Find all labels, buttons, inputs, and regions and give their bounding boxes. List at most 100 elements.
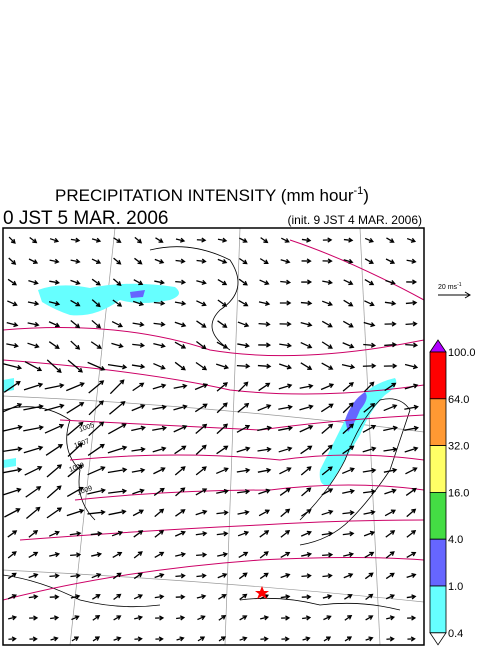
wind-arrow (49, 237, 60, 243)
wind-arrow (217, 552, 229, 558)
wind-arrow (239, 593, 248, 601)
wind-arrow (278, 383, 293, 390)
colorbar-segment (429, 398, 447, 446)
wind-arrow (27, 300, 40, 306)
wind-arrow (48, 530, 60, 537)
wind-arrow (174, 341, 187, 349)
wind-arrow (404, 404, 419, 410)
wind-arrow (153, 362, 166, 370)
wind-arrow (154, 258, 165, 264)
wind-arrow (153, 467, 166, 475)
wind-arrow (384, 488, 397, 495)
wind-arrow (131, 467, 146, 473)
wind-arrow (174, 530, 186, 537)
wind-arrow (405, 487, 417, 496)
wind-arrow (404, 363, 419, 370)
colorbar-label: 64.0 (448, 394, 469, 406)
wind-arrow (92, 636, 101, 642)
wind-arrow (217, 320, 228, 328)
wind-arrow (111, 320, 124, 328)
wind-arrow (70, 279, 81, 286)
wind-arrow (407, 636, 416, 642)
wind-arrow (49, 552, 61, 558)
wind-arrow (70, 299, 81, 307)
wind-arrow (196, 258, 207, 264)
wind-arrow (404, 383, 419, 390)
map: 1005 1007 1009 1009 (3, 228, 424, 645)
wind-arrow (364, 300, 375, 307)
wind-arrow (133, 594, 143, 600)
wind-arrow (365, 615, 374, 621)
wind-arrow (237, 489, 251, 495)
wind-arrow (300, 322, 313, 328)
wind-arrow (363, 402, 376, 413)
wind-arrow (237, 321, 250, 328)
wind-arrow (3, 467, 23, 474)
wind-arrow (405, 342, 419, 348)
wind-arrow (344, 636, 353, 642)
wind-arrow (320, 403, 334, 413)
wind-arrow (48, 321, 61, 328)
wind-arrow (70, 573, 81, 579)
wind-arrow (321, 320, 333, 328)
wind-arrow (7, 551, 17, 559)
wind-arrow (301, 552, 313, 558)
wind-arrow (175, 552, 187, 558)
wind-arrow (88, 380, 105, 394)
wind-arrow (27, 342, 40, 349)
wind-arrow (236, 467, 251, 474)
wind-arrow (257, 425, 272, 432)
wind-scale-label: 20 ms-1 (438, 282, 462, 291)
wind-arrow (155, 636, 164, 642)
wind-arrow (88, 421, 105, 437)
isobar-label: 1009 (76, 485, 93, 497)
isobar-label: 1009 (68, 462, 85, 474)
wind-arrow (404, 446, 419, 453)
wind-arrow (132, 342, 146, 348)
wind-arrow (154, 551, 165, 559)
wind-arrow (92, 615, 101, 621)
wind-arrow (342, 423, 355, 435)
wind-arrow (260, 615, 270, 621)
wind-arrow (322, 573, 333, 579)
wind-arrow (300, 341, 313, 349)
wind-arrow (46, 507, 63, 519)
wind-arrow (300, 362, 313, 370)
wind-arrow (406, 530, 417, 538)
wind-arrow (302, 636, 311, 642)
wind-arrow (28, 594, 39, 600)
wind-arrow (362, 446, 377, 453)
colorbar-label: 32.0 (448, 441, 469, 453)
wind-arrow (7, 594, 17, 600)
wind-arrow (28, 529, 39, 538)
wind-arrow (259, 572, 269, 580)
wind-arrow (343, 237, 354, 243)
wind-arrow (300, 530, 312, 537)
wind-arrow (344, 614, 353, 621)
wind-arrow (386, 615, 396, 621)
wind-arrow (46, 464, 62, 478)
wind-arrow (194, 403, 208, 413)
wind-arrow (257, 363, 272, 369)
wind-arrow (404, 425, 420, 431)
wind-arrow (44, 383, 65, 390)
wind-arrow (66, 486, 84, 497)
wind-arrow (216, 531, 229, 537)
wind-arrow (383, 467, 398, 473)
wind-arrow (385, 551, 395, 559)
wind-arrow (133, 279, 144, 286)
wind-arrow (133, 530, 144, 538)
wind-arrow (237, 342, 250, 349)
wind-arrow (176, 636, 185, 642)
colorbar-segment (429, 585, 447, 634)
wind-arrow (364, 258, 374, 264)
wind-arrow (108, 509, 127, 516)
wind-arrow (154, 508, 165, 518)
wind-arrow (67, 421, 84, 436)
wind-arrow (46, 485, 62, 499)
wind-arrow (196, 594, 207, 600)
wind-arrow (134, 257, 143, 265)
wind-arrow (321, 423, 334, 434)
